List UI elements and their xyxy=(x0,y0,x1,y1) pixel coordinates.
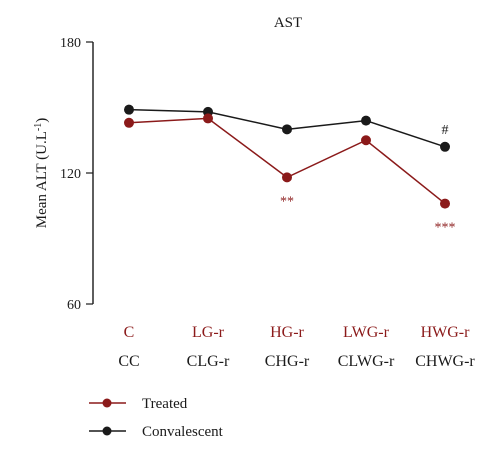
x-category-label: HG-r xyxy=(270,324,304,341)
data-point xyxy=(361,115,371,126)
data-point xyxy=(282,172,292,183)
data-point xyxy=(124,117,134,128)
legend-label: Treated xyxy=(142,396,188,412)
data-point xyxy=(124,104,134,115)
legend: Treated Convalescent xyxy=(89,396,224,440)
legend-marker xyxy=(102,398,112,408)
annotation-layer: *****# xyxy=(280,123,456,236)
y-axis-label: Mean ALT (U.L-1) xyxy=(33,118,51,228)
data-point xyxy=(203,113,213,124)
x-category-label: LWG-r xyxy=(343,324,390,341)
y-axis: 60 120 180 xyxy=(60,36,94,313)
y-tick-label: 180 xyxy=(60,36,81,51)
x-category-label-secondary: CC xyxy=(118,353,139,370)
data-point xyxy=(282,124,292,135)
legend-marker xyxy=(102,426,112,436)
chart-title: AST xyxy=(274,15,302,31)
x-category-label-secondary: CHG-r xyxy=(265,353,310,370)
y-ticks: 60 120 180 xyxy=(60,36,93,313)
significance-marker: *** xyxy=(435,221,456,236)
legend-item-treated: Treated xyxy=(89,396,188,412)
x-category-label: LG-r xyxy=(192,324,225,341)
y-tick-label: 60 xyxy=(67,298,81,313)
x-axis-labels: C LG-r HG-r LWG-r HWG-rCC CLG-r CHG-r CLWG-r CHW… xyxy=(118,324,475,370)
data-point xyxy=(440,198,450,209)
series-layer xyxy=(124,104,450,209)
data-point xyxy=(361,135,371,146)
significance-marker: ** xyxy=(280,194,294,209)
x-category-label: HWG-r xyxy=(421,324,471,341)
legend-label: Convalescent xyxy=(142,424,224,440)
x-category-label-secondary: CLG-r xyxy=(187,353,230,370)
series-treated xyxy=(124,113,450,209)
data-point xyxy=(440,141,450,152)
x-category-label-secondary: CLWG-r xyxy=(338,353,395,370)
series-convalescent xyxy=(124,104,450,152)
x-category-label: C xyxy=(124,324,135,341)
y-tick-label: 120 xyxy=(60,167,81,182)
significance-marker: # xyxy=(442,123,449,138)
legend-item-convalescent: Convalescent xyxy=(89,424,224,440)
x-category-label-secondary: CHWG-r xyxy=(415,353,475,370)
